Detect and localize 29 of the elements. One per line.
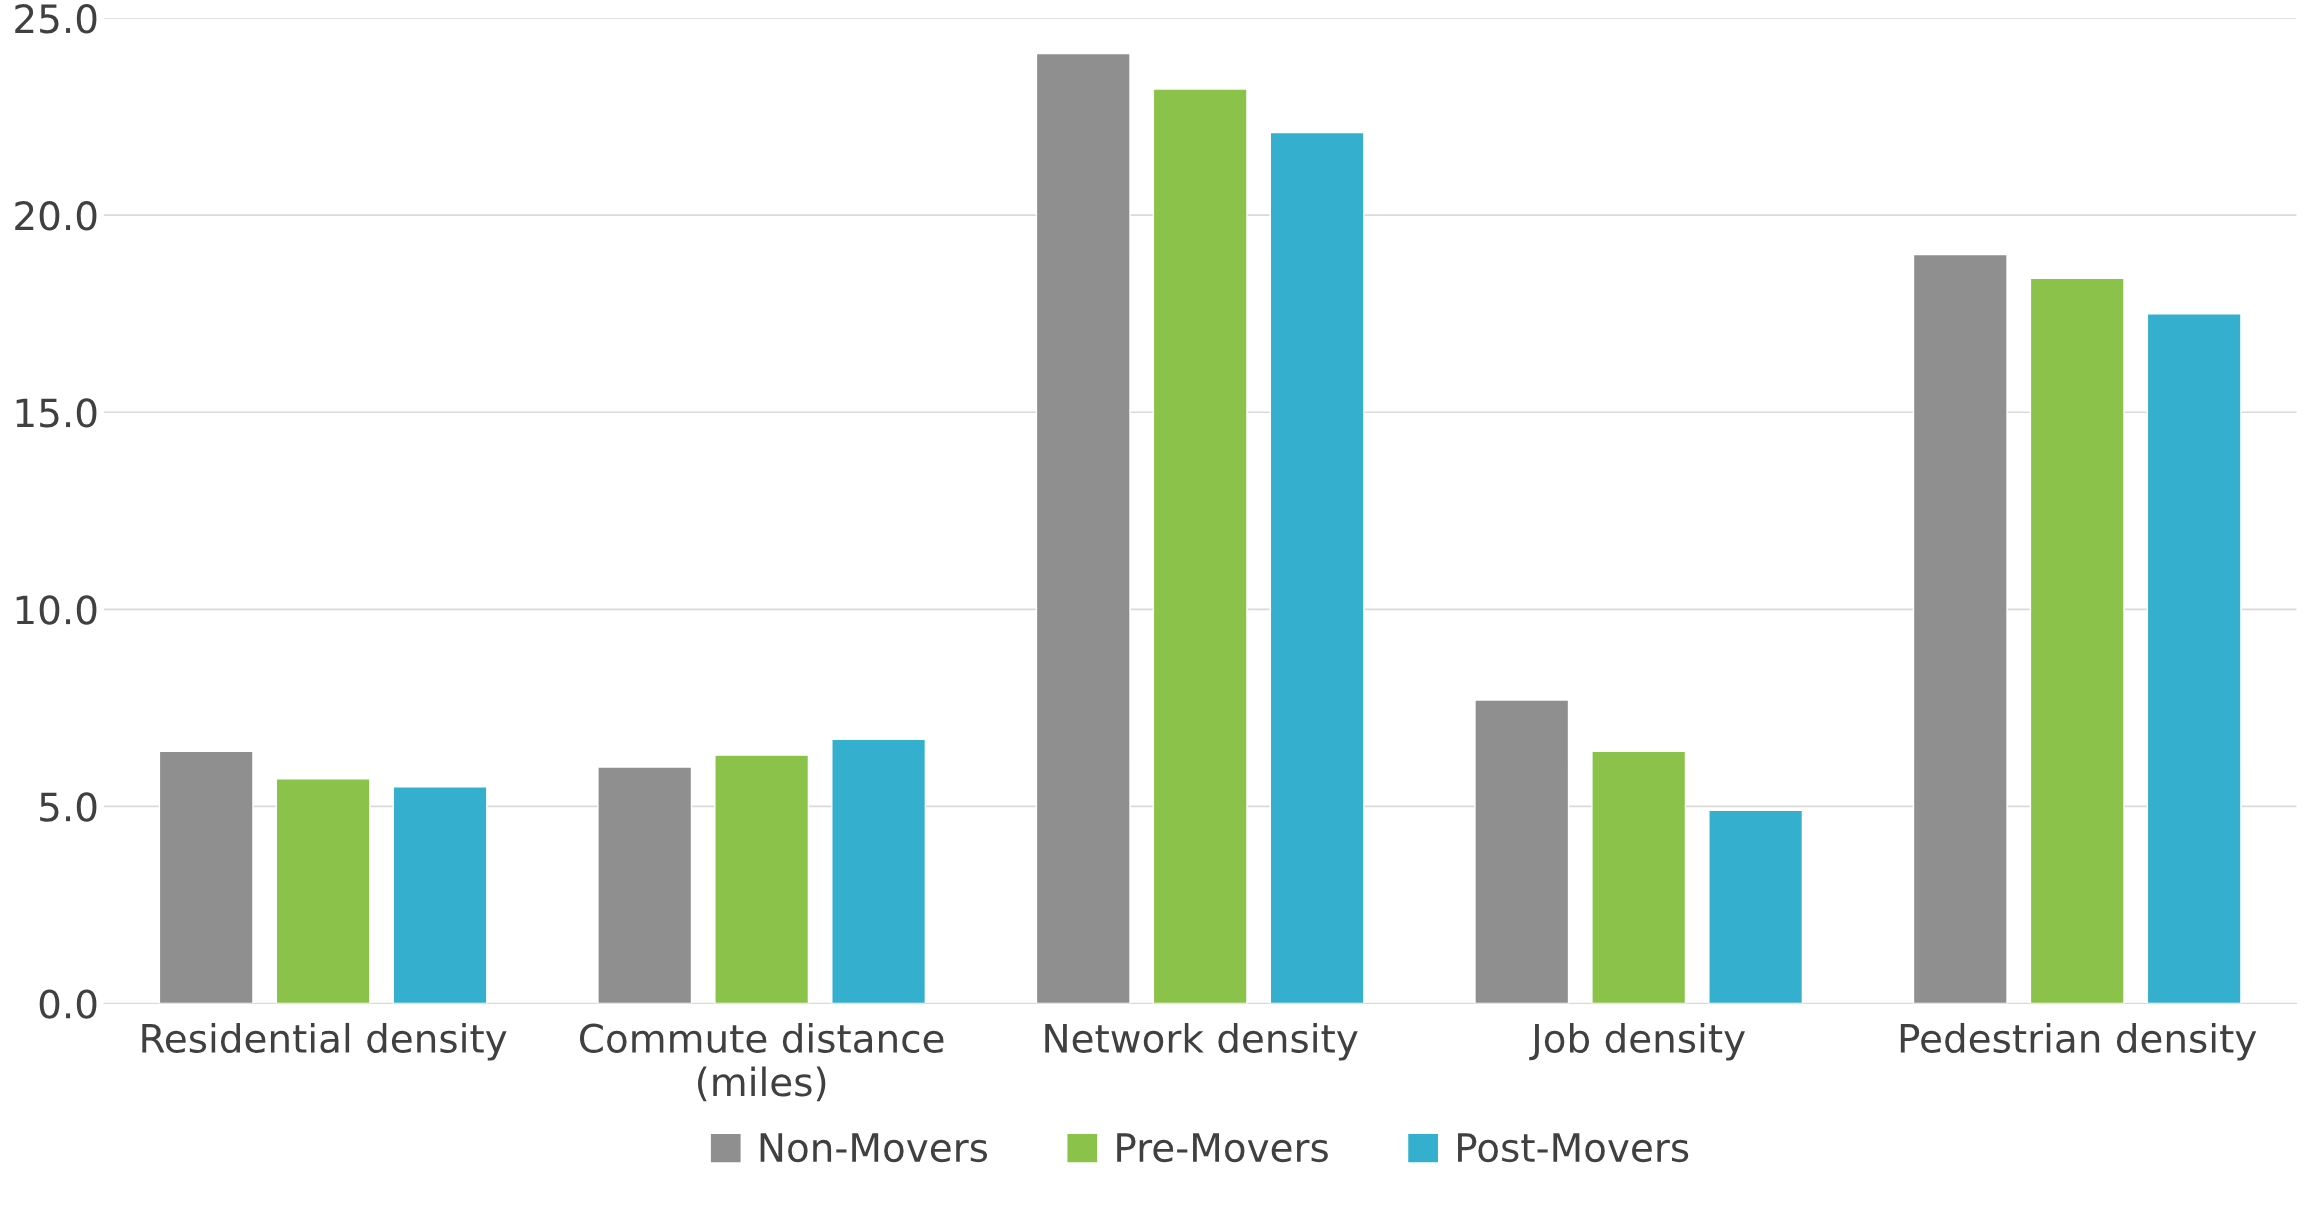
- x-tick-label: Pedestrian density: [1900, 1022, 2257, 1061]
- y-tick-label: 10.0: [16, 595, 97, 625]
- x-tick-label: Commute distance (miles): [579, 1022, 944, 1102]
- bar: [2029, 277, 2125, 1004]
- y-tick-label: 0.0: [39, 989, 97, 1019]
- bar: [158, 750, 254, 1004]
- bar: [1591, 750, 1687, 1004]
- y-tick-label: 25.0: [15, 4, 97, 34]
- bar: [2146, 313, 2242, 1004]
- bar: [1269, 131, 1365, 1004]
- bar: [1035, 52, 1131, 1004]
- y-tick-label: 20.0: [15, 201, 97, 231]
- y-tick-label: 5.0: [40, 792, 97, 822]
- bar: [714, 754, 810, 1004]
- legend-label: Non-Movers: [760, 1133, 988, 1163]
- x-tick-label: Network density: [1045, 1022, 1358, 1061]
- legend-label: Post-Movers: [1458, 1133, 1689, 1163]
- bar: [1152, 88, 1248, 1004]
- legend-label: Pre-Movers: [1117, 1133, 1328, 1163]
- bar: [597, 766, 693, 1004]
- bar: [275, 778, 371, 1004]
- bar: [1912, 253, 2008, 1004]
- bar: [831, 738, 927, 1004]
- bar: [392, 786, 488, 1004]
- y-tick-label: 15.0: [16, 398, 97, 428]
- x-tick-label: Job density: [1529, 1022, 1745, 1061]
- bar: [1474, 699, 1570, 1004]
- x-tick-label: Residential density: [142, 1022, 507, 1061]
- bar: [1708, 809, 1804, 1004]
